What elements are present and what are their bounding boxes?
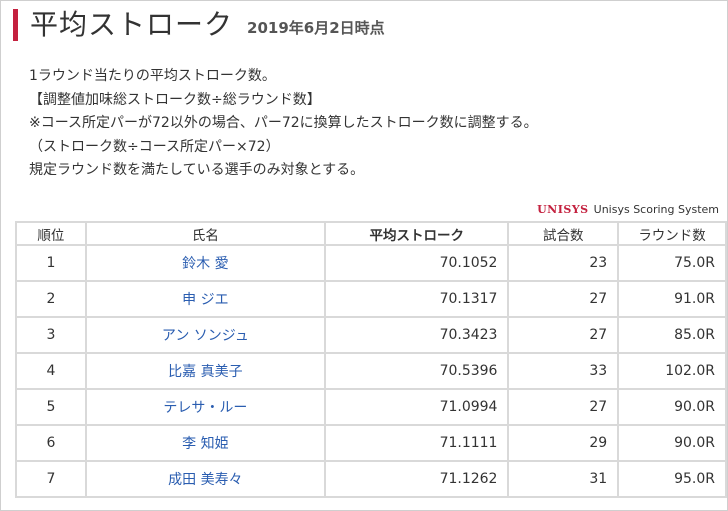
table-row: 7 成田 美寿々 71.1262 31 95.0R bbox=[15, 460, 727, 498]
player-link[interactable]: アン ソンジュ bbox=[161, 328, 249, 344]
table-row: 5 テレサ・ルー 71.0994 27 90.0R bbox=[15, 388, 727, 426]
player-link[interactable]: 鈴木 愛 bbox=[182, 256, 229, 272]
header-games: 試合数 bbox=[507, 221, 620, 246]
cell-rank: 1 bbox=[15, 244, 87, 282]
cell-rounds: 85.0R bbox=[617, 316, 727, 354]
cell-games: 27 bbox=[507, 280, 620, 318]
header-rounds: ラウンド数 bbox=[617, 221, 727, 246]
unisys-logo-text: Unisys Scoring System bbox=[593, 203, 719, 216]
title-accent-bar bbox=[13, 9, 18, 41]
cell-rounds: 90.0R bbox=[617, 388, 727, 426]
description-line: 【調整値加味総ストローク数÷総ラウンド数】 bbox=[29, 91, 321, 108]
cell-avg-stroke: 71.0994 bbox=[323, 388, 510, 426]
description-line: （ストローク数÷コース所定パー×72） bbox=[29, 138, 280, 155]
player-link[interactable]: 申 ジエ bbox=[182, 292, 229, 308]
player-link[interactable]: 李 知姫 bbox=[182, 436, 229, 452]
cell-rank: 7 bbox=[15, 460, 87, 498]
table-row: 3 アン ソンジュ 70.3423 27 85.0R bbox=[15, 316, 727, 354]
cell-games: 23 bbox=[507, 244, 620, 282]
header-avg-stroke[interactable]: 平均ストローク bbox=[323, 221, 510, 246]
table-row: 6 李 知姫 71.1111 29 90.0R bbox=[15, 424, 727, 462]
cell-rank: 6 bbox=[15, 424, 87, 462]
cell-rounds: 90.0R bbox=[617, 424, 727, 462]
cell-name: テレサ・ルー bbox=[84, 388, 326, 426]
header-rank: 順位 bbox=[15, 221, 87, 246]
header-name: 氏名 bbox=[84, 221, 326, 246]
cell-name: 申 ジエ bbox=[84, 280, 326, 318]
player-link[interactable]: 成田 美寿々 bbox=[168, 472, 243, 488]
cell-avg-stroke: 71.1262 bbox=[323, 460, 510, 498]
as-of-date: 2019年6月2日時点 bbox=[247, 19, 385, 37]
ranking-table: 順位 氏名 平均ストローク 試合数 ラウンド数 1 鈴木 愛 70.1052 2… bbox=[15, 221, 727, 498]
page-header: 平均ストローク 2019年6月2日時点 bbox=[13, 7, 385, 43]
description-line: ※コース所定パーが72以外の場合、パー72に換算したストローク数に調整する。 bbox=[29, 115, 538, 131]
cell-games: 27 bbox=[507, 316, 620, 354]
table-row: 4 比嘉 真美子 70.5396 33 102.0R bbox=[15, 352, 727, 390]
cell-games: 27 bbox=[507, 388, 620, 426]
description-line: 規定ラウンド数を満たしている選手のみ対象とする。 bbox=[29, 162, 365, 178]
player-link[interactable]: 比嘉 真美子 bbox=[168, 364, 243, 380]
cell-rank: 5 bbox=[15, 388, 87, 426]
cell-rounds: 91.0R bbox=[617, 280, 727, 318]
cell-rounds: 75.0R bbox=[617, 244, 727, 282]
cell-rounds: 95.0R bbox=[617, 460, 727, 498]
cell-avg-stroke: 70.5396 bbox=[323, 352, 510, 390]
description: 1ラウンド当たりの平均ストローク数。 【調整値加味総ストローク数÷総ラウンド数】… bbox=[29, 65, 538, 183]
table-row: 2 申 ジエ 70.1317 27 91.0R bbox=[15, 280, 727, 318]
cell-games: 31 bbox=[507, 460, 620, 498]
cell-name: 比嘉 真美子 bbox=[84, 352, 326, 390]
page-title: 平均ストローク bbox=[30, 8, 234, 41]
table-header-row: 順位 氏名 平均ストローク 試合数 ラウンド数 bbox=[15, 221, 727, 246]
cell-avg-stroke: 70.1317 bbox=[323, 280, 510, 318]
cell-name: 鈴木 愛 bbox=[84, 244, 326, 282]
unisys-logo: UNISYS Unisys Scoring System bbox=[537, 203, 719, 216]
cell-name: 李 知姫 bbox=[84, 424, 326, 462]
player-link[interactable]: テレサ・ルー bbox=[163, 400, 248, 416]
cell-rank: 4 bbox=[15, 352, 87, 390]
cell-avg-stroke: 70.3423 bbox=[323, 316, 510, 354]
cell-rounds: 102.0R bbox=[617, 352, 727, 390]
cell-avg-stroke: 70.1052 bbox=[323, 244, 510, 282]
cell-rank: 3 bbox=[15, 316, 87, 354]
cell-avg-stroke: 71.1111 bbox=[323, 424, 510, 462]
cell-games: 29 bbox=[507, 424, 620, 462]
cell-name: 成田 美寿々 bbox=[84, 460, 326, 498]
cell-rank: 2 bbox=[15, 280, 87, 318]
unisys-logo-mark: UNISYS bbox=[537, 203, 589, 216]
description-line: 1ラウンド当たりの平均ストローク数。 bbox=[29, 68, 276, 84]
table-row: 1 鈴木 愛 70.1052 23 75.0R bbox=[15, 244, 727, 282]
cell-name: アン ソンジュ bbox=[84, 316, 326, 354]
cell-games: 33 bbox=[507, 352, 620, 390]
